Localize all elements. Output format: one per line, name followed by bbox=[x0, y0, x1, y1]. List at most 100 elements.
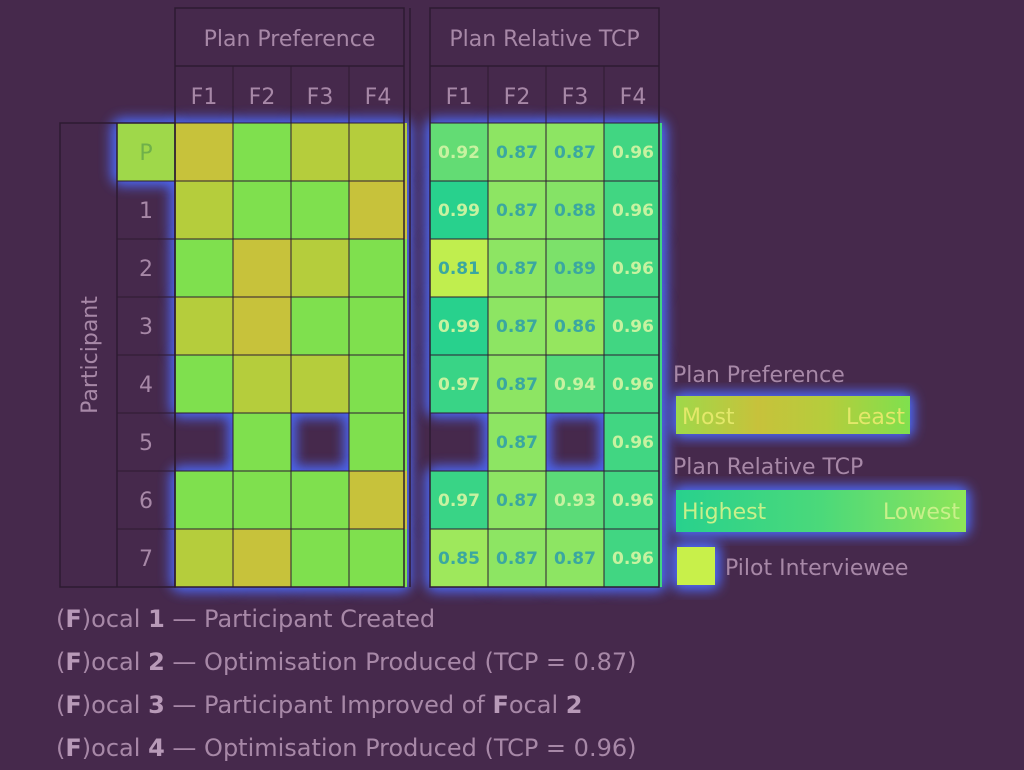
cell-value-label: 0.97 bbox=[438, 375, 480, 395]
heatmap-cell bbox=[291, 355, 349, 413]
heatmap-cell bbox=[546, 297, 604, 355]
row-label: P bbox=[139, 141, 152, 166]
footnote-number: 3 bbox=[148, 691, 165, 719]
heatmap-cell bbox=[604, 471, 662, 529]
heatmap-cell bbox=[175, 355, 233, 413]
heatmap-cell bbox=[488, 529, 546, 587]
footnote-prefix: F bbox=[65, 648, 82, 676]
heatmap-cell bbox=[430, 181, 488, 239]
footnote-4: (F)ocal 4 — Optimisation Produced (TCP =… bbox=[56, 734, 637, 762]
footnote-dash: — bbox=[172, 734, 197, 762]
heatmap-cell bbox=[546, 355, 604, 413]
cell-value-label: 0.96 bbox=[612, 143, 654, 163]
cell-value-label: 0.87 bbox=[496, 433, 538, 453]
heatmap-cell bbox=[546, 239, 604, 297]
footnote-dash: — bbox=[172, 648, 197, 676]
heatmap-cell bbox=[546, 471, 604, 529]
cell-value-label: 0.97 bbox=[438, 491, 480, 511]
cell-value-label: 0.94 bbox=[554, 375, 596, 395]
legend-low-label: Most bbox=[682, 405, 735, 430]
footnote-word: ocal bbox=[91, 605, 141, 633]
heatmap-cell bbox=[430, 529, 488, 587]
cell-value-label: 0.81 bbox=[438, 259, 480, 279]
heatmap-cell bbox=[349, 471, 407, 529]
text-layer: 0.92 0.87 0.87 0.96 0.99 0.87 0.88 0.96 0.81 0.87… bbox=[78, 27, 654, 572]
heatmap-cell bbox=[488, 123, 546, 181]
footnote-number: 4 bbox=[148, 734, 165, 762]
heatmap-cell bbox=[233, 471, 291, 529]
column-label: F4 bbox=[365, 85, 392, 110]
heatmap-cell bbox=[546, 123, 604, 181]
heatmap-cell bbox=[349, 355, 407, 413]
row-label: 3 bbox=[139, 315, 153, 340]
heatmap-cell bbox=[291, 181, 349, 239]
heatmap-cell bbox=[233, 413, 291, 471]
cell-value-label: 0.99 bbox=[438, 317, 480, 337]
heatmap-cell bbox=[291, 529, 349, 587]
footnote-prefix: F bbox=[65, 734, 82, 762]
cell-value-label: 0.89 bbox=[554, 259, 596, 279]
legend-bar-tcp bbox=[676, 490, 966, 532]
column-label: F3 bbox=[562, 85, 589, 110]
heatmap-cell bbox=[175, 297, 233, 355]
cell-value-label: 0.87 bbox=[554, 143, 596, 163]
legend-high-label: Lowest bbox=[883, 500, 960, 525]
heatmap-cell bbox=[430, 297, 488, 355]
heatmap-cell bbox=[175, 181, 233, 239]
column-label: F2 bbox=[504, 85, 531, 110]
footnote-number: 2 bbox=[148, 648, 165, 676]
legend-title-preference: Plan Preference bbox=[673, 363, 845, 388]
heatmap-cell bbox=[604, 529, 662, 587]
legend-bar-preference bbox=[676, 396, 910, 434]
column-label: F2 bbox=[249, 85, 276, 110]
row-label: 5 bbox=[139, 431, 153, 456]
cell-value-label: 0.96 bbox=[612, 491, 654, 511]
cell-value-label: 0.88 bbox=[554, 201, 596, 221]
heatmap-cell bbox=[175, 471, 233, 529]
panel-title: Plan Relative TCP bbox=[449, 27, 639, 52]
heatmap-cell bbox=[546, 181, 604, 239]
heatmap-cell bbox=[546, 529, 604, 587]
footnote-1: (F)ocal 1 — Participant Created bbox=[56, 605, 436, 633]
grid-layer bbox=[59, 7, 660, 588]
heatmap-cell bbox=[349, 181, 407, 239]
heatmap-cell bbox=[604, 239, 662, 297]
footnote-number: 1 bbox=[148, 605, 165, 633]
heatmap-cell bbox=[604, 123, 662, 181]
row-axis-label: Participant bbox=[78, 296, 103, 414]
row-label: 6 bbox=[139, 489, 153, 514]
heatmap-cell bbox=[349, 297, 407, 355]
footnote-prefix: F bbox=[65, 691, 82, 719]
row-label: 7 bbox=[139, 547, 153, 572]
heatmap-cell bbox=[604, 355, 662, 413]
heatmap-cell bbox=[291, 239, 349, 297]
heatmap-cell bbox=[430, 123, 488, 181]
row-label: 1 bbox=[139, 199, 153, 224]
heatmap-cell bbox=[175, 123, 233, 181]
heatmap-cell bbox=[233, 239, 291, 297]
footnotes: (F)ocal 1 — Participant Created (F)ocal … bbox=[56, 598, 636, 770]
legend-low-label: Highest bbox=[682, 500, 767, 525]
heatmap-cell bbox=[430, 471, 488, 529]
heatmap-cell bbox=[291, 297, 349, 355]
column-label: F3 bbox=[307, 85, 334, 110]
footnote-3: (F)ocal 3 — Participant Improved of Foca… bbox=[56, 691, 583, 719]
cell-value-label: 0.96 bbox=[612, 259, 654, 279]
cell-value-label: 0.87 bbox=[496, 143, 538, 163]
heatmap-cell bbox=[349, 123, 407, 181]
cell-value-label: 0.93 bbox=[554, 491, 596, 511]
footnote-text: ocal bbox=[508, 691, 566, 719]
panel-title: Plan Preference bbox=[204, 27, 376, 52]
footnote-word: ocal bbox=[91, 691, 141, 719]
cell-value-label: 0.87 bbox=[496, 491, 538, 511]
footnote-word: ocal bbox=[91, 734, 141, 762]
cell-value-label: 0.96 bbox=[612, 433, 654, 453]
column-label: F1 bbox=[446, 85, 473, 110]
footnote-text: Participant Improved of bbox=[204, 691, 493, 719]
cell-value-label: 0.96 bbox=[612, 375, 654, 395]
heatmap-cell bbox=[291, 123, 349, 181]
footnote-text: Optimisation Produced (TCP = 0.96) bbox=[204, 734, 637, 762]
footnote-dash: — bbox=[172, 691, 197, 719]
heatmap-cell bbox=[430, 239, 488, 297]
heatmap-cell bbox=[233, 181, 291, 239]
